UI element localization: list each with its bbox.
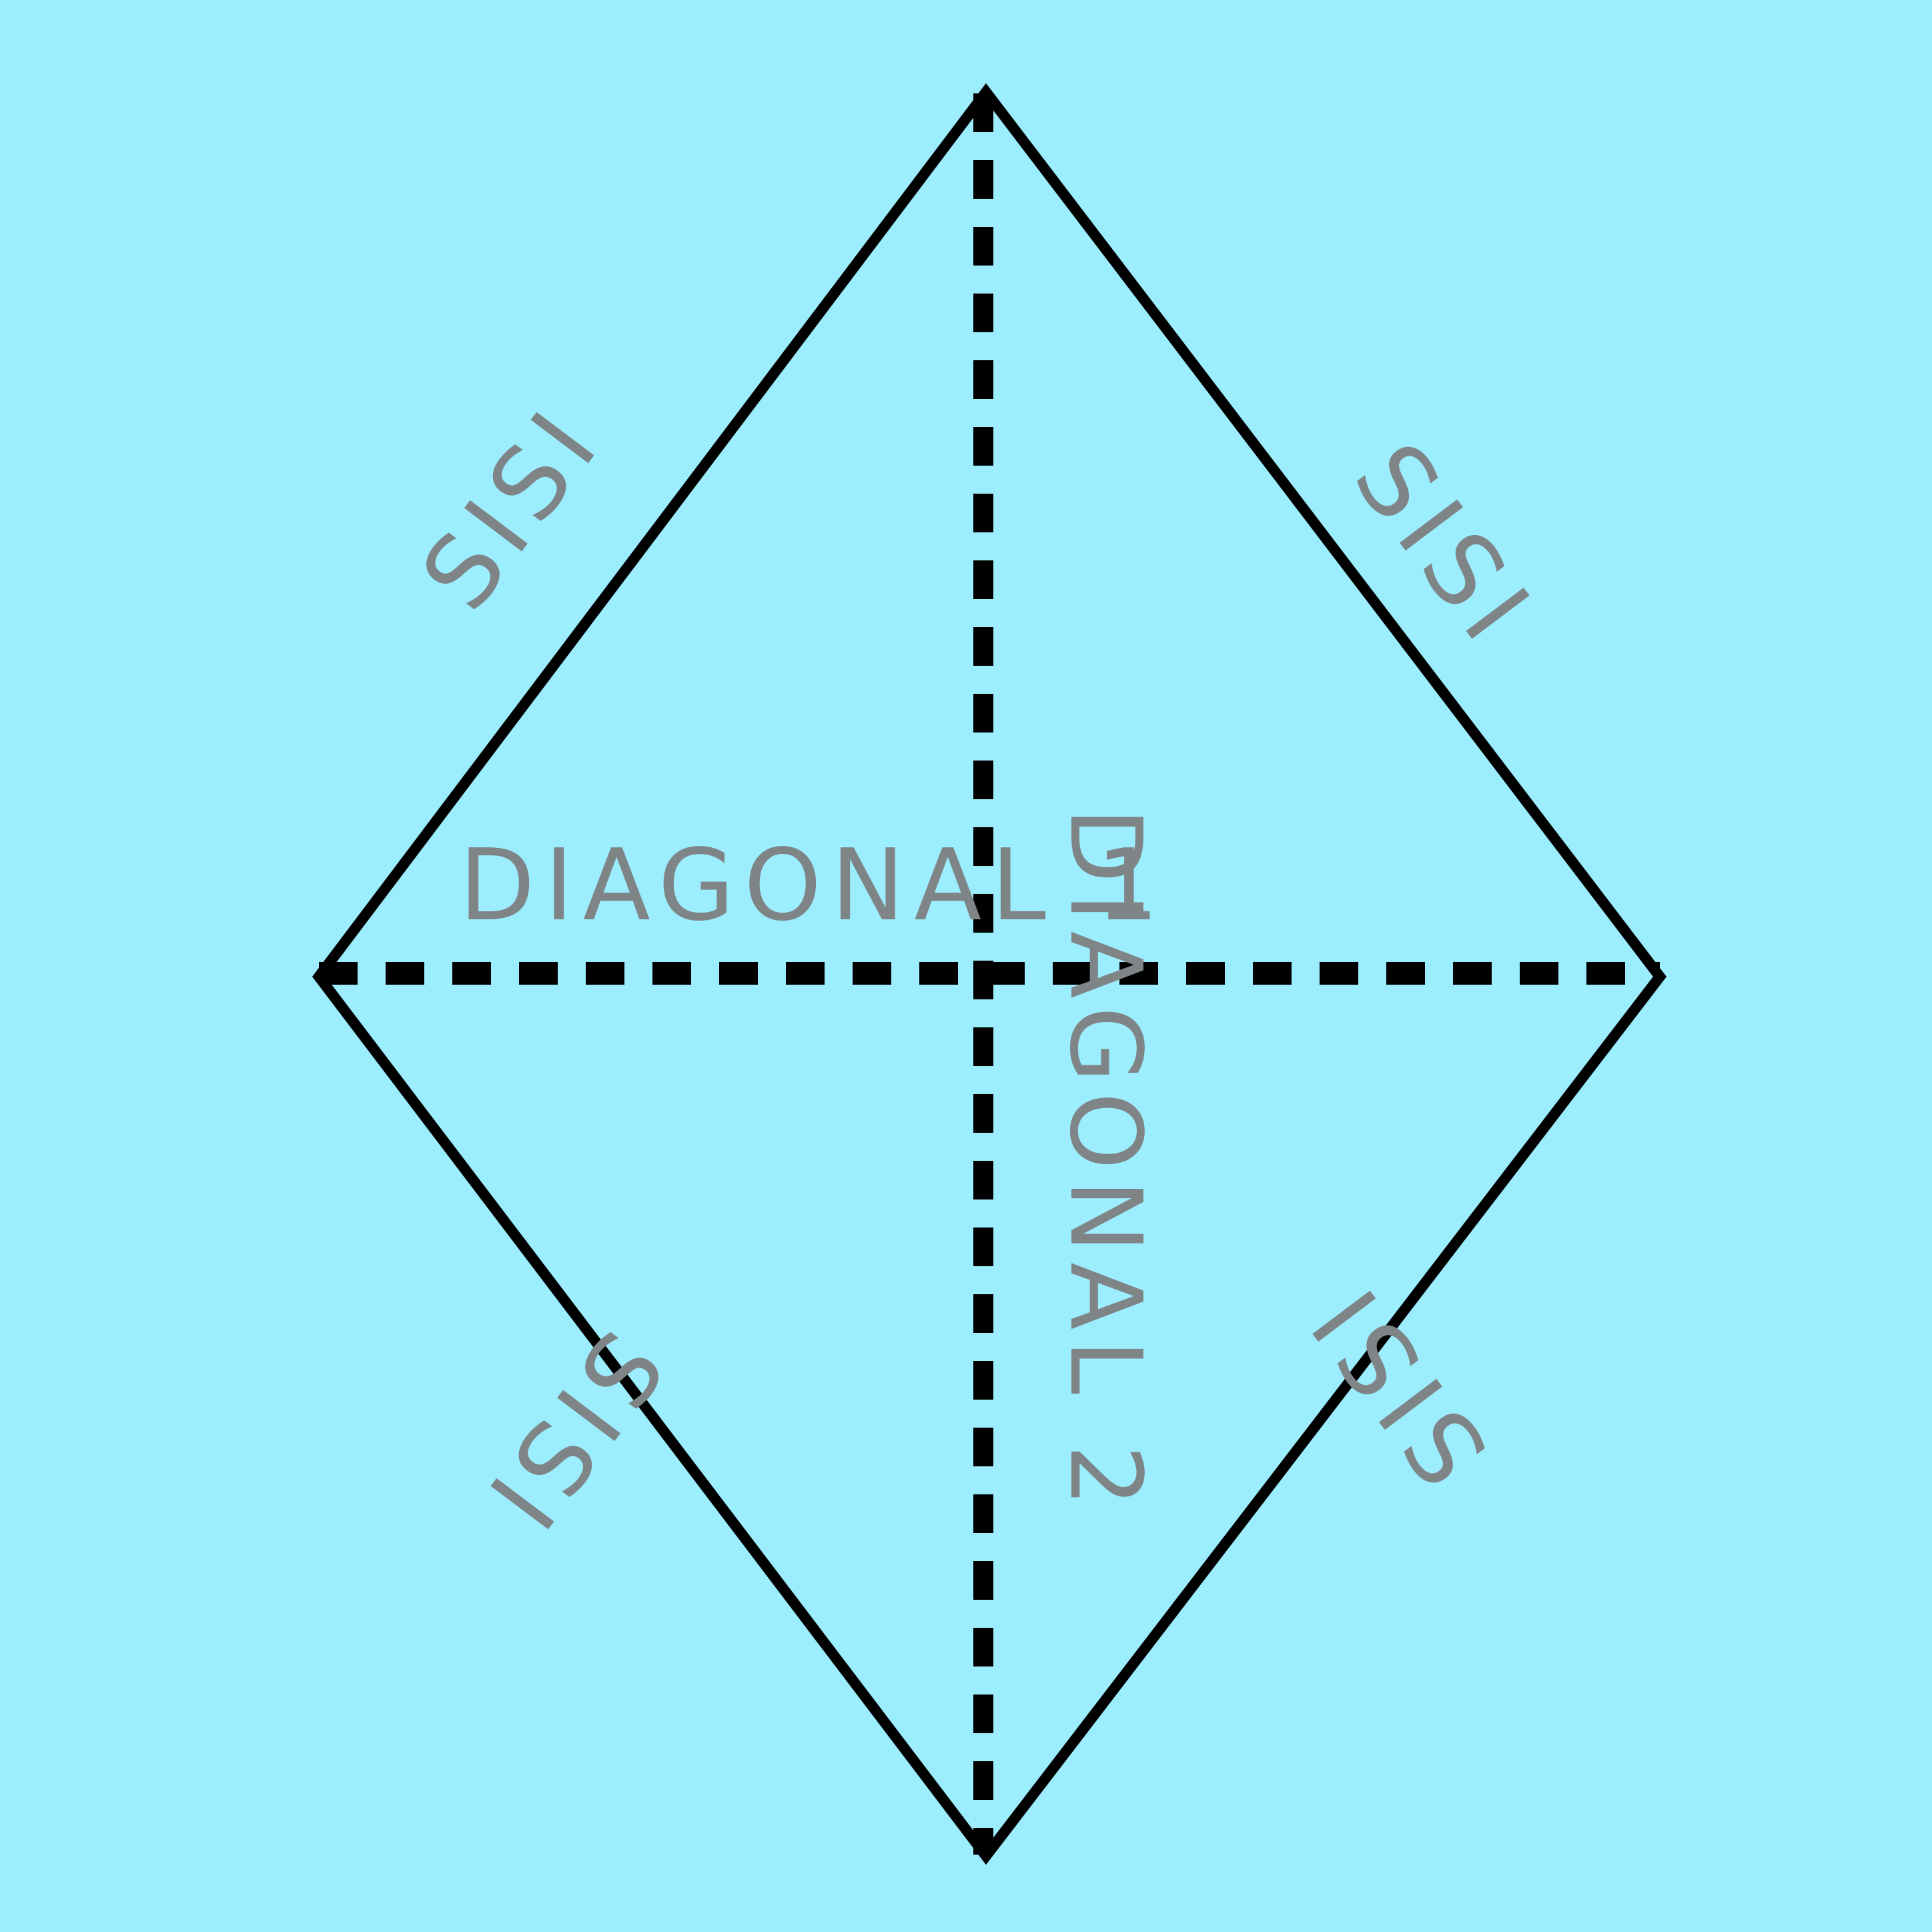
rhombus-outline — [312, 83, 1667, 1865]
diagonal-2-label: DIAGONAL 2 — [1048, 807, 1163, 1516]
diagonal-1-label: DIAGONAL 1 — [459, 828, 1168, 943]
